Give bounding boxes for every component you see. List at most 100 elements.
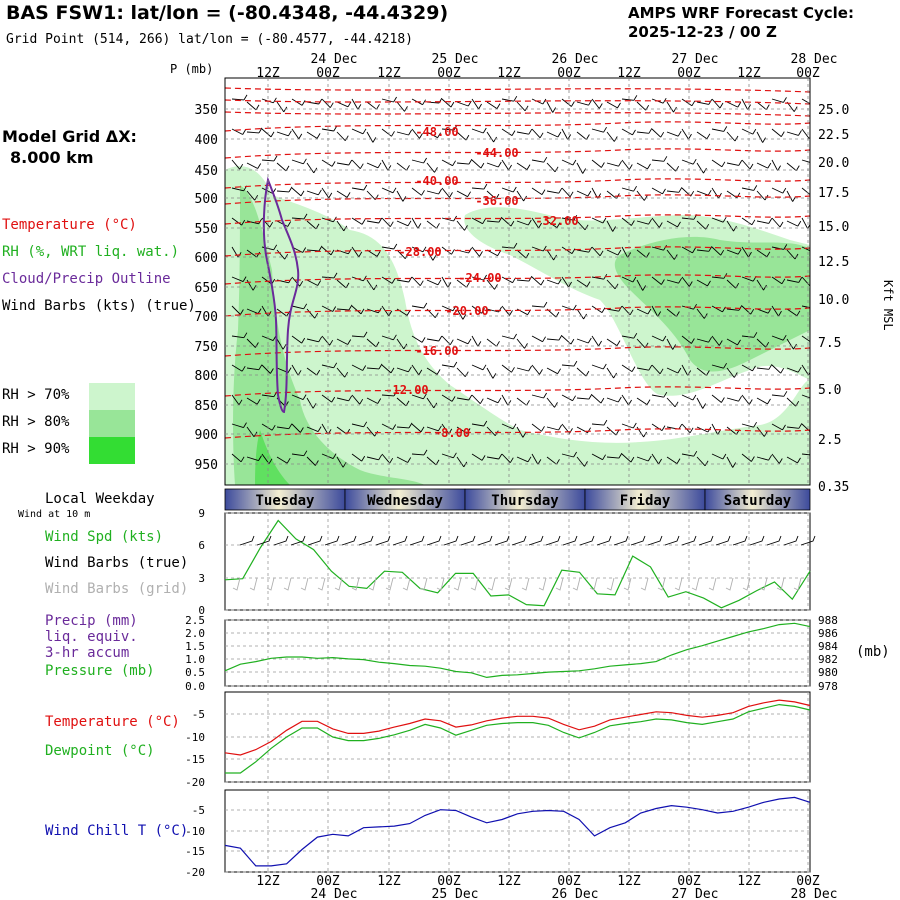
top-time-tick: 12Z: [377, 66, 401, 81]
top-time-tick: 00Z: [557, 66, 581, 81]
upper-wind-barb: [786, 308, 801, 317]
upper-wind-barb: [681, 158, 697, 165]
upper-wind-barb: [441, 159, 456, 167]
upper-wind-barb: [711, 98, 724, 109]
upper-wind-barb: [351, 184, 368, 191]
upper-wind-barb: [411, 302, 428, 309]
upper-wind-barb: [381, 364, 395, 374]
rh70-swatch: [89, 383, 135, 410]
upper-wind-barb: [246, 455, 262, 462]
pressure-right-tick: 984: [818, 640, 838, 653]
sfc-wind-barb: [800, 535, 816, 546]
upper-wind-barb: [561, 276, 572, 288]
upper-wind-barb: [381, 390, 398, 397]
upper-wind-barb: [486, 397, 502, 404]
bottom-date-label: 28 Dec: [791, 887, 838, 900]
precip-label: Precip (mm): [45, 613, 138, 629]
upper-wind-barb: [381, 423, 397, 430]
top-date-label: 27 Dec: [672, 52, 719, 67]
upper-wind-barb: [456, 190, 471, 198]
upper-wind-barb: [411, 423, 425, 433]
upper-wind-barb: [741, 453, 755, 462]
upper-wind-barb: [771, 97, 787, 103]
isotherm-line: [225, 178, 810, 189]
upper-wind-barb: [471, 98, 482, 110]
pressure-tick-label: 800: [195, 369, 218, 384]
upper-wind-barb: [666, 367, 682, 374]
upper-wind-barb: [801, 453, 810, 456]
top-time-tick: 12Z: [737, 66, 761, 81]
upper-wind-barb: [426, 367, 441, 375]
upper-wind-barb: [411, 364, 423, 376]
upper-wind-barb: [606, 396, 622, 403]
isotherm-line: [225, 246, 810, 257]
upper-wind-barb: [696, 336, 712, 343]
sfc-wind-barb: [630, 535, 646, 546]
upper-wind-barb: [546, 397, 558, 408]
grid-wind-barb: [572, 577, 581, 591]
upper-wind-barb: [261, 128, 275, 138]
upper-wind-barb: [681, 423, 694, 434]
panel-y-tick: 1.5: [185, 640, 205, 653]
upper-wind-barb: [396, 129, 412, 136]
upper-wind-barb: [381, 187, 397, 194]
isotherm-label: -32.00: [535, 214, 578, 228]
pressure-right-tick: 980: [818, 666, 838, 679]
upper-wind-barb: [411, 217, 422, 229]
accum-label: 3-hr accum: [45, 645, 130, 661]
upper-wind-barb: [411, 157, 427, 164]
upper-wind-barb: [471, 394, 484, 405]
upper-wind-barb: [231, 394, 243, 406]
upper-wind-barb: [246, 338, 259, 348]
upper-wind-barb: [771, 391, 788, 397]
upper-wind-barb: [381, 128, 395, 137]
upper-wind-barb: [531, 187, 546, 195]
upper-wind-barb: [396, 190, 407, 202]
upper-wind-barb: [366, 162, 382, 169]
upper-wind-barb: [381, 243, 398, 250]
upper-wind-barb: [801, 246, 810, 252]
upper-wind-barb: [366, 131, 377, 143]
upper-wind-barb: [501, 423, 517, 430]
top-time-tick: 00Z: [316, 66, 340, 81]
upper-wind-barb: [561, 360, 578, 367]
upper-wind-barb: [471, 335, 482, 347]
pressure-label: Pressure (mb): [45, 663, 155, 679]
isotherm-label: -48.00: [415, 125, 458, 139]
upper-wind-barb: [471, 159, 485, 169]
model-grid-value: 8.000 km: [10, 148, 94, 167]
upper-gridlines: [225, 78, 810, 485]
upper-wind-barb: [621, 394, 632, 406]
pressure-tick-label: 900: [195, 428, 218, 443]
pressure-right-tick: 978: [818, 680, 838, 693]
top-time-tick: 12Z: [256, 66, 280, 81]
upper-wind-barb: [396, 276, 413, 283]
grid-wind-barb: [725, 577, 734, 591]
upper-wind-barb: [726, 456, 737, 468]
grid-wind-barb: [793, 577, 802, 591]
upper-wind-barb: [771, 334, 787, 341]
upper-wind-barb: [756, 454, 772, 461]
upper-wind-barb: [351, 128, 367, 135]
upper-wind-barb: [681, 394, 697, 401]
kft-tick-label: 20.0: [818, 156, 849, 171]
pressure-unit-label: (mb): [856, 644, 890, 660]
upper-wind-barb: [486, 101, 501, 109]
upper-wind-barb: [306, 189, 322, 196]
upper-wind-barb: [681, 98, 696, 107]
cloud-outline: [262, 176, 300, 414]
grid-wind-barb: [487, 577, 496, 591]
grid-point-subtitle: Grid Point (514, 266) lat/lon = (-80.457…: [6, 32, 413, 47]
upper-wind-barb: [621, 422, 637, 429]
weekday-label: Friday: [620, 493, 671, 509]
sfc-wind-barb: [664, 535, 680, 546]
isotherm-label: -40.00: [415, 174, 458, 188]
upper-wind-barb: [711, 159, 726, 168]
upper-wind-barb: [411, 187, 425, 196]
top-date-label: 28 Dec: [791, 52, 838, 67]
kft-tick-label: 10.0: [818, 293, 849, 308]
grid-wind-barb: [759, 577, 768, 591]
upper-wind-barb: [456, 367, 469, 378]
upper-wind-barb: [456, 158, 473, 165]
